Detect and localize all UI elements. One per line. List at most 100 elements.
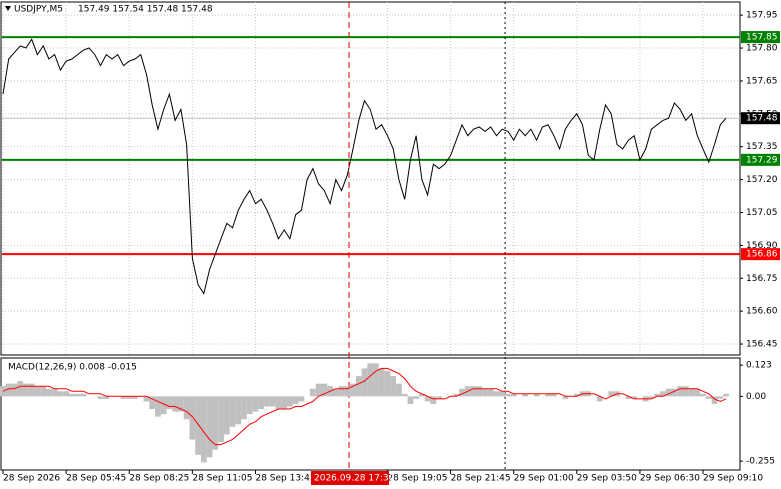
histogram-bar <box>482 388 488 397</box>
histogram-bar <box>246 396 253 415</box>
histogram-bar <box>487 388 494 397</box>
histogram-bar <box>430 396 437 404</box>
histogram-bar <box>264 396 270 407</box>
histogram-bar <box>287 396 293 407</box>
histogram-bar <box>172 396 179 412</box>
histogram-bar <box>103 396 110 399</box>
level-label: 156.86 <box>746 250 778 260</box>
histogram-bar <box>419 393 425 397</box>
level-label: 157.85 <box>746 33 778 43</box>
histogram-bar <box>625 396 632 399</box>
histogram-bar <box>378 368 385 397</box>
y-tick-label: 0.123 <box>746 361 772 371</box>
histogram-bar <box>206 396 213 458</box>
level-label-box <box>741 248 780 261</box>
x-tick-label: 29 Sep 06:30 <box>640 474 700 484</box>
y-tick-label: 157.65 <box>746 76 778 86</box>
histogram-bar <box>505 393 511 397</box>
x-tick-label: 29 Sep 01:00 <box>514 474 574 484</box>
x-tick-label: 28 Sep 13:45 <box>255 474 315 484</box>
histogram-bar <box>11 383 18 397</box>
chart-subtitle: 157.49 157.54 157.48 157.48 <box>78 5 213 15</box>
histogram-bar <box>608 391 615 397</box>
histogram-bar <box>57 391 64 397</box>
price-line <box>2 38 727 295</box>
histogram-bar <box>401 393 408 397</box>
histogram-bar <box>269 396 276 407</box>
histogram-bar <box>510 393 517 397</box>
y-tick-label: 0.00 <box>746 392 766 402</box>
histogram-bar <box>476 386 483 397</box>
histogram-bar <box>183 396 190 420</box>
histogram-bar <box>143 396 150 402</box>
chart-title: USDJPY,M5 <box>14 5 63 15</box>
histogram-bar <box>436 396 442 399</box>
histogram-bar <box>281 396 288 410</box>
histogram-bar <box>413 396 420 399</box>
histogram-bar <box>321 383 328 397</box>
last-price-label: 157.48 <box>746 114 778 124</box>
x-tick-label: 28 Sep 11:05 <box>192 474 252 484</box>
y-tick-label: 157.35 <box>746 142 778 152</box>
histogram-bar <box>424 396 431 402</box>
histogram-bar <box>355 376 362 397</box>
histogram-bar <box>499 391 506 397</box>
histogram-bar <box>298 396 305 402</box>
plot-frame <box>0 1 741 356</box>
histogram-bar <box>665 388 672 397</box>
y-tick-label: 157.05 <box>746 208 778 218</box>
histogram-bar <box>470 386 477 397</box>
histogram-bar <box>562 396 569 399</box>
histogram-bar <box>453 393 460 397</box>
histogram-bar <box>309 388 316 397</box>
histogram-bar <box>694 388 701 397</box>
y-tick-label: -0.255 <box>746 457 775 467</box>
histogram-bar <box>46 388 52 397</box>
histogram-bar <box>223 396 230 435</box>
histogram-bar <box>533 393 540 397</box>
histogram-bar <box>384 370 391 397</box>
histogram-bar <box>493 391 500 397</box>
histogram-bar <box>711 396 718 404</box>
histogram-bar <box>688 388 695 397</box>
histogram-bar <box>459 388 465 397</box>
histogram-bar <box>373 363 379 397</box>
histogram-bar <box>545 393 551 397</box>
histogram-bar <box>160 396 167 415</box>
histogram-bar <box>34 386 41 397</box>
last-price-box <box>741 112 780 125</box>
level-label-box <box>741 31 780 44</box>
histogram-bar <box>338 386 345 397</box>
histogram-bar <box>660 391 666 397</box>
histogram-bar <box>40 386 47 397</box>
histogram-bar <box>149 396 156 410</box>
histogram-bar <box>63 391 69 397</box>
histogram-bar <box>407 396 414 404</box>
y-tick-label: 157.95 <box>746 11 778 21</box>
histogram-bar <box>332 388 339 397</box>
x-tick-label: 29 Sep 03:50 <box>577 474 637 484</box>
x-tick-label: 28 Sep 2026 <box>3 474 60 484</box>
histogram-bar <box>367 363 374 397</box>
histogram-bar <box>573 393 580 397</box>
histogram-bar <box>132 396 138 399</box>
histogram-bar <box>74 393 81 397</box>
histogram-bar <box>241 396 247 420</box>
x-tick-label: 28 Sep 19:05 <box>387 474 447 484</box>
histogram-bar <box>189 396 196 440</box>
histogram-bar <box>677 386 683 397</box>
histogram-bar <box>252 396 259 412</box>
histogram-bar <box>51 388 58 397</box>
y-tick-label: 156.90 <box>746 241 778 251</box>
histogram-bar <box>700 393 706 397</box>
histogram-bar <box>212 396 219 450</box>
histogram-bar <box>550 393 557 397</box>
histogram-bar <box>235 396 242 425</box>
histogram-bar <box>178 396 184 412</box>
histogram-bar <box>195 396 201 455</box>
signal-line <box>2 367 727 446</box>
histogram-bar <box>390 376 397 397</box>
menu-arrow <box>5 6 11 11</box>
